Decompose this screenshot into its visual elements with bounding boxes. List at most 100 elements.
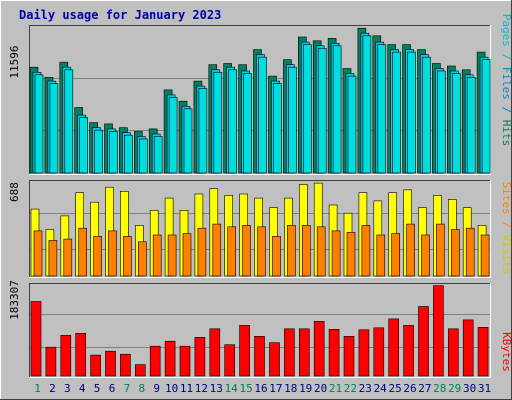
bar-kbytes-day-23	[358, 329, 370, 377]
day-label-19: 19	[299, 382, 312, 395]
bar-kbytes-day-19	[298, 328, 310, 377]
day-label-3: 3	[64, 382, 71, 395]
bar-pages-day-16	[258, 56, 267, 174]
bar-sites-day-19	[301, 225, 311, 277]
bar-pages-day-24	[377, 44, 387, 174]
bar-pages-day-11	[183, 108, 193, 174]
visits-panel-legend-part: Sites	[500, 182, 512, 215]
bar-pages-day-23	[362, 35, 372, 174]
bar-sites-day-13	[212, 223, 222, 277]
bar-sites-day-4	[78, 227, 87, 277]
day-label-16: 16	[254, 382, 267, 395]
bar-kbytes-day-24	[373, 327, 385, 377]
visits-panel-legend-part: Visits	[500, 235, 512, 275]
bar-kbytes-day-21	[328, 328, 340, 377]
bar-kbytes-day-31	[477, 326, 489, 377]
bar-pages-day-5	[94, 129, 103, 174]
hits-panel-legend-part: /	[500, 100, 512, 120]
hits-panel-legend-part: /	[500, 47, 512, 67]
day-label-7: 7	[124, 382, 131, 395]
bar-sites-day-22	[346, 232, 356, 277]
day-label-8: 8	[138, 382, 145, 395]
bar-sites-day-23	[361, 225, 371, 277]
bar-sites-day-14	[227, 226, 236, 277]
day-label-25: 25	[388, 382, 401, 395]
bar-pages-day-17	[273, 83, 282, 174]
bar-pages-day-19	[302, 44, 312, 174]
bar-kbytes-day-1	[30, 301, 42, 377]
visits-panel-legend-part: /	[500, 215, 512, 235]
bar-pages-day-12	[198, 88, 208, 174]
bar-sites-day-11	[182, 233, 192, 277]
hits-panel-legend: Pages / Files / Hits	[500, 14, 512, 147]
bar-sites-day-16	[257, 226, 266, 277]
chart-title: Daily usage for January 2023	[19, 8, 221, 22]
day-label-20: 20	[314, 382, 327, 395]
bar-kbytes-day-6	[105, 350, 116, 377]
bar-sites-day-2	[48, 240, 58, 277]
bar-sites-day-18	[287, 225, 296, 277]
hits-panel-legend-part: Pages	[500, 14, 512, 47]
bar-sites-day-24	[376, 234, 386, 277]
bar-pages-day-14	[228, 69, 237, 174]
day-label-30: 30	[463, 382, 476, 395]
bar-kbytes-day-15	[239, 325, 250, 377]
day-label-14: 14	[225, 382, 239, 395]
bar-pages-day-20	[317, 48, 327, 174]
bar-kbytes-day-9	[149, 345, 161, 377]
bar-pages-day-31	[481, 59, 491, 174]
day-label-9: 9	[153, 382, 160, 395]
bar-sites-day-27	[421, 234, 430, 277]
bar-sites-day-21	[331, 230, 341, 277]
bar-kbytes-day-2	[45, 346, 57, 377]
bar-pages-day-3	[64, 69, 74, 174]
bar-kbytes-day-29	[447, 328, 459, 377]
day-label-4: 4	[79, 382, 86, 395]
hits-panel-legend-part: Hits	[500, 120, 512, 147]
bar-kbytes-day-16	[254, 335, 265, 377]
day-label-17: 17	[269, 382, 282, 395]
day-label-18: 18	[284, 382, 297, 395]
bar-pages-day-8	[139, 138, 148, 174]
hits-panel-scale-label: 11596	[8, 45, 21, 78]
bar-pages-day-30	[466, 77, 476, 174]
bar-sites-day-9	[152, 234, 162, 277]
bar-sites-day-10	[167, 234, 177, 277]
kbytes-panel-legend-part: KBytes	[500, 332, 512, 372]
bar-sites-day-28	[436, 223, 445, 277]
kbytes-panel-scale-label: 183307	[8, 280, 21, 320]
day-label-1: 1	[34, 382, 41, 395]
bar-kbytes-day-20	[313, 321, 325, 377]
bar-kbytes-day-7	[120, 353, 131, 377]
bar-pages-day-6	[109, 131, 118, 174]
hits-panel-legend-part: Files	[500, 67, 512, 100]
bar-sites-day-25	[391, 233, 401, 277]
day-label-22: 22	[344, 382, 357, 395]
bar-kbytes-day-14	[224, 344, 235, 377]
bar-sites-day-1	[33, 230, 43, 277]
bar-kbytes-day-10	[164, 340, 176, 377]
bar-pages-day-1	[34, 74, 44, 174]
bar-sites-day-3	[63, 238, 73, 277]
day-label-2: 2	[49, 382, 56, 395]
day-label-24: 24	[374, 382, 388, 395]
bar-pages-day-29	[451, 73, 461, 174]
bar-pages-day-2	[49, 83, 59, 174]
bar-pages-day-13	[213, 72, 223, 174]
bar-sites-day-31	[480, 234, 490, 277]
day-label-26: 26	[403, 382, 416, 395]
bar-pages-day-28	[437, 70, 446, 174]
bar-kbytes-day-30	[462, 319, 474, 377]
bar-sites-day-29	[450, 229, 460, 277]
bar-kbytes-day-5	[90, 354, 101, 377]
bar-sites-day-6	[108, 230, 117, 277]
bar-pages-day-22	[347, 75, 357, 174]
bar-pages-day-25	[392, 51, 402, 174]
day-label-27: 27	[418, 382, 431, 395]
day-label-29: 29	[448, 382, 461, 395]
bar-kbytes-day-22	[343, 335, 355, 377]
bar-pages-day-18	[288, 66, 297, 174]
bar-kbytes-day-25	[388, 318, 400, 377]
bar-pages-day-9	[153, 136, 163, 174]
